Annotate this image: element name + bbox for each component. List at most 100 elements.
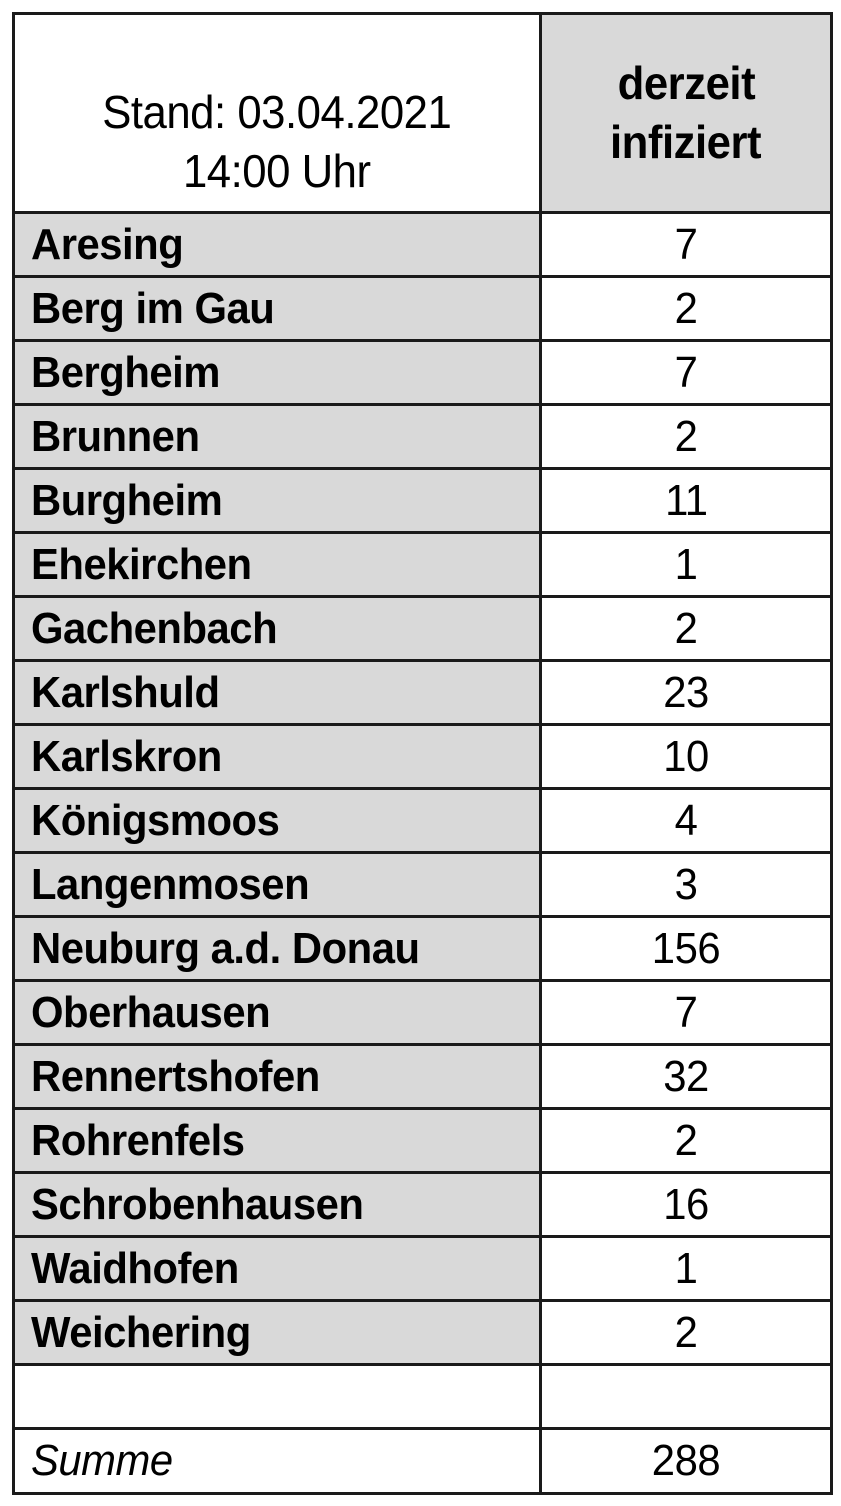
infected-count-cell: 1 xyxy=(539,531,833,598)
municipality-name-cell: Neuburg a.d. Donau xyxy=(12,915,542,982)
value-column-header-line1: derzeit xyxy=(617,57,755,110)
municipality-name: Berg im Gau xyxy=(31,283,275,333)
municipality-name: Rennertshofen xyxy=(31,1051,320,1101)
municipality-name-cell: Burgheim xyxy=(12,467,542,534)
municipality-name-cell: Königsmoos xyxy=(12,787,542,854)
municipality-name: Rohrenfels xyxy=(31,1115,245,1165)
infected-count-cell: 2 xyxy=(539,403,833,470)
status-time-label: 14:00 Uhr xyxy=(183,145,371,198)
table-row: Burgheim 11 xyxy=(12,467,833,534)
infected-count-cell: 2 xyxy=(539,275,833,342)
infected-count-cell: 7 xyxy=(539,339,833,406)
infected-count-cell: 156 xyxy=(539,915,833,982)
infected-count-cell: 1 xyxy=(539,1235,833,1302)
municipality-name: Weichering xyxy=(31,1307,251,1357)
infected-count: 3 xyxy=(674,859,698,909)
infected-count: 11 xyxy=(664,475,708,525)
infected-count-cell: 32 xyxy=(539,1043,833,1110)
infected-count-cell: 16 xyxy=(539,1171,833,1238)
table-row: Königsmoos 4 xyxy=(12,787,833,854)
value-column-header-cell: derzeit infiziert xyxy=(539,12,833,214)
table-row: Waidhofen 1 xyxy=(12,1235,833,1302)
infected-count-cell: 4 xyxy=(539,787,833,854)
infected-count: 7 xyxy=(674,987,698,1037)
table-row: Weichering 2 xyxy=(12,1299,833,1366)
municipality-name-cell: Bergheim xyxy=(12,339,542,406)
municipality-name: Oberhausen xyxy=(31,987,271,1037)
table-row: Brunnen 2 xyxy=(12,403,833,470)
infected-count-cell: 23 xyxy=(539,659,833,726)
municipality-name-cell: Waidhofen xyxy=(12,1235,542,1302)
infected-count: 23 xyxy=(663,667,709,717)
table-row: Gachenbach 2 xyxy=(12,595,833,662)
table-row: Karlshuld 23 xyxy=(12,659,833,726)
municipality-name-cell: Schrobenhausen xyxy=(12,1171,542,1238)
municipality-name-cell: Oberhausen xyxy=(12,979,542,1046)
infected-count-cell: 3 xyxy=(539,851,833,918)
infected-count: 2 xyxy=(674,603,698,653)
infected-count-cell: 2 xyxy=(539,595,833,662)
table-row: Bergheim 7 xyxy=(12,339,833,406)
infected-count-cell: 10 xyxy=(539,723,833,790)
infected-count: 156 xyxy=(651,923,721,973)
municipality-name: Burgheim xyxy=(31,475,223,525)
table-header-row: Stand: 03.04.2021 14:00 Uhr derzeit infi… xyxy=(12,12,833,214)
municipality-name-cell: Aresing xyxy=(12,211,542,278)
municipality-name-cell: Ehekirchen xyxy=(12,531,542,598)
spacer-cell xyxy=(12,1363,542,1430)
spacer-row xyxy=(12,1363,833,1430)
municipality-name: Neuburg a.d. Donau xyxy=(31,923,420,973)
municipality-name: Königsmoos xyxy=(31,795,280,845)
infected-count: 16 xyxy=(663,1179,709,1229)
table-row: Karlskron 10 xyxy=(12,723,833,790)
infected-count: 7 xyxy=(674,219,698,269)
summary-value-cell: 288 xyxy=(539,1427,833,1495)
municipality-name: Langenmosen xyxy=(31,859,310,909)
table-row: Oberhausen 7 xyxy=(12,979,833,1046)
municipality-name: Aresing xyxy=(31,219,184,269)
municipality-name-cell: Rennertshofen xyxy=(12,1043,542,1110)
municipality-name: Brunnen xyxy=(31,411,200,461)
infected-count: 7 xyxy=(674,347,698,397)
value-column-header-line2: infiziert xyxy=(610,116,762,168)
infected-count-cell: 2 xyxy=(539,1299,833,1366)
municipality-name-cell: Karlskron xyxy=(12,723,542,790)
summary-row: Summe 288 xyxy=(12,1427,833,1495)
infected-count: 2 xyxy=(674,1307,698,1357)
municipality-name-cell: Karlshuld xyxy=(12,659,542,726)
municipality-name-cell: Weichering xyxy=(12,1299,542,1366)
table-row: Rohrenfels 2 xyxy=(12,1107,833,1174)
table-row: Neuburg a.d. Donau 156 xyxy=(12,915,833,982)
summary-value: 288 xyxy=(651,1436,721,1485)
infected-count: 1 xyxy=(674,539,698,589)
municipality-name: Schrobenhausen xyxy=(31,1179,364,1229)
municipality-name-cell: Berg im Gau xyxy=(12,275,542,342)
municipality-name: Karlskron xyxy=(31,731,222,781)
table-row: Rennertshofen 32 xyxy=(12,1043,833,1110)
municipality-name: Karlshuld xyxy=(31,667,220,717)
status-date-label: Stand: 03.04.2021 xyxy=(102,86,452,139)
infected-count: 10 xyxy=(663,731,709,781)
infected-count-cell: 2 xyxy=(539,1107,833,1174)
infected-count-cell: 11 xyxy=(539,467,833,534)
municipality-name-cell: Gachenbach xyxy=(12,595,542,662)
table-row: Berg im Gau 2 xyxy=(12,275,833,342)
infected-count: 2 xyxy=(674,283,698,333)
municipality-name: Bergheim xyxy=(31,347,221,397)
infected-count: 2 xyxy=(674,411,698,461)
infected-count: 1 xyxy=(674,1243,698,1293)
spacer-cell xyxy=(539,1363,833,1430)
status-date-cell: Stand: 03.04.2021 14:00 Uhr xyxy=(12,12,542,214)
infected-count-cell: 7 xyxy=(539,979,833,1046)
table-row: Langenmosen 3 xyxy=(12,851,833,918)
infected-count: 2 xyxy=(674,1115,698,1165)
municipality-name: Waidhofen xyxy=(31,1243,239,1293)
summary-label-cell: Summe xyxy=(12,1427,542,1495)
municipality-name-cell: Langenmosen xyxy=(12,851,542,918)
municipality-name: Ehekirchen xyxy=(31,539,252,589)
municipality-name-cell: Rohrenfels xyxy=(12,1107,542,1174)
summary-label: Summe xyxy=(31,1436,173,1485)
table-row: Aresing 7 xyxy=(12,211,833,278)
municipality-name-cell: Brunnen xyxy=(12,403,542,470)
infected-count: 32 xyxy=(663,1051,709,1101)
